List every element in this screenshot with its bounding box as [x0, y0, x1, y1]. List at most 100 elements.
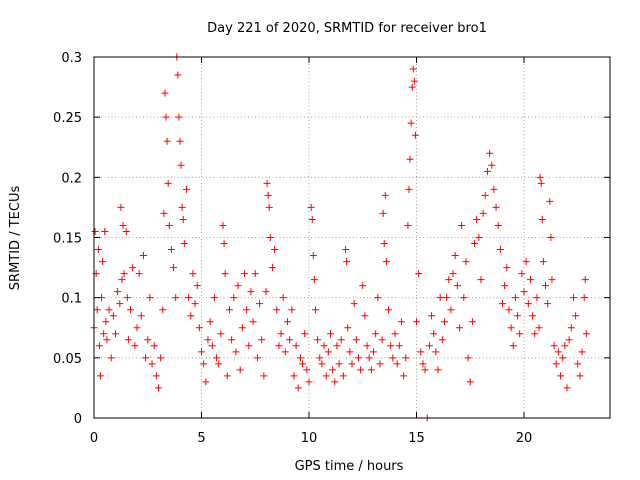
data-point [122, 227, 130, 235]
data-point [133, 324, 141, 332]
data-point [137, 312, 145, 320]
data-point [569, 294, 577, 302]
data-point [563, 384, 571, 392]
data-point [538, 215, 546, 223]
x-tick-label: 20 [516, 431, 533, 446]
data-point [127, 306, 135, 314]
data-point [262, 288, 270, 296]
data-point [273, 306, 281, 314]
data-point [539, 258, 547, 266]
data-point [223, 372, 231, 380]
data-point [344, 324, 352, 332]
data-point [471, 240, 479, 248]
data-point [204, 336, 212, 344]
data-point [163, 137, 171, 145]
data-point [381, 191, 389, 199]
data-point [557, 372, 565, 380]
data-point [117, 203, 125, 211]
data-point [350, 300, 358, 308]
data-point [99, 258, 107, 266]
plot-frame [93, 56, 611, 419]
data-point [537, 179, 545, 187]
data-point [410, 77, 418, 85]
data-point [526, 276, 534, 284]
data-point [447, 306, 455, 314]
data-point [155, 384, 162, 392]
data-point [311, 306, 319, 314]
data-point [208, 342, 216, 350]
data-point [372, 330, 380, 338]
data-point [198, 348, 205, 356]
data-point [387, 342, 395, 350]
data-point [279, 294, 287, 302]
data-point [346, 348, 354, 356]
data-point [290, 372, 298, 380]
data-point [402, 354, 410, 362]
data-point [505, 306, 513, 314]
data-point [565, 336, 573, 344]
data-point [464, 354, 472, 362]
data-point [580, 294, 588, 302]
data-point [292, 342, 300, 350]
data-point [531, 330, 539, 338]
data-point [548, 276, 556, 284]
data-point [342, 246, 350, 254]
data-point [361, 312, 369, 320]
data-point [561, 342, 569, 350]
data-point [367, 366, 375, 374]
data-point [249, 318, 257, 326]
data-point [477, 276, 485, 284]
data-point [382, 258, 390, 266]
data-point [281, 348, 289, 356]
data-point [397, 318, 405, 326]
data-point [449, 270, 457, 278]
data-point [385, 306, 393, 314]
data-point [434, 366, 442, 374]
data-point [518, 270, 526, 278]
data-point [316, 354, 324, 362]
data-point [535, 324, 543, 332]
data-point [329, 366, 337, 374]
data-point [160, 209, 168, 217]
data-point [438, 336, 446, 344]
data-point [263, 179, 271, 187]
data-point [352, 336, 360, 344]
data-point [567, 324, 575, 332]
y-tick-label: 0 [74, 412, 82, 427]
data-point [546, 197, 554, 205]
data-point [202, 378, 210, 386]
data-point [135, 270, 143, 278]
data-point [331, 378, 339, 386]
data-point [404, 221, 412, 229]
data-point [206, 318, 214, 326]
data-point [94, 246, 102, 254]
x-axis-title: GPS time / hours [295, 459, 404, 474]
data-point [337, 336, 345, 344]
data-point [123, 294, 131, 302]
data-point [520, 288, 528, 296]
y-axis-title: SRMTID / TECUs [8, 186, 23, 291]
y-tick-label: 0.3 [61, 51, 82, 66]
data-point [378, 336, 386, 344]
data-point [251, 270, 259, 278]
data-point [314, 336, 322, 344]
data-point [109, 312, 117, 320]
data-point [511, 294, 519, 302]
data-point [286, 336, 294, 344]
data-point [475, 234, 483, 241]
data-point [193, 282, 201, 290]
data-point [479, 209, 487, 217]
data-point [266, 234, 274, 241]
data-point [376, 360, 384, 368]
data-point [175, 113, 183, 121]
data-point [582, 330, 590, 338]
y-tick-label: 0.2 [61, 171, 82, 186]
data-point [421, 366, 429, 374]
data-point [514, 312, 522, 320]
data-point [119, 221, 127, 229]
data-point [544, 300, 552, 308]
data-point [146, 294, 154, 302]
data-point [177, 161, 185, 169]
